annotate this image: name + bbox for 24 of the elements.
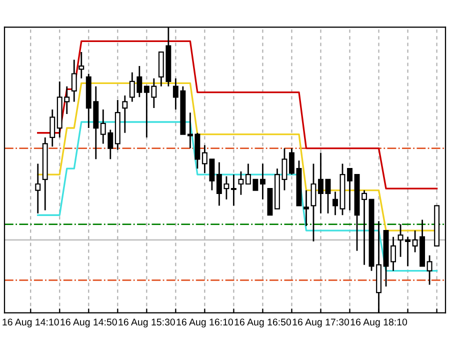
candlestick: [289, 148, 294, 176]
candlestick: [362, 190, 367, 266]
candlestick: [260, 163, 266, 200]
x-tick-label: 16 Aug 17:30: [292, 318, 350, 328]
x-tick-label: 16 Aug 16:50: [234, 318, 291, 328]
candlestick: [78, 51, 84, 80]
candlestick: [310, 163, 316, 242]
x-tick-label: 16 Aug 18:10: [350, 318, 408, 328]
candlestick: [426, 254, 432, 286]
candlestick: [35, 163, 41, 214]
candlestick: [304, 190, 309, 227]
x-tick-label: 16 Aug 14:50: [60, 318, 117, 328]
x-tick-label: 16 Aug 15:30: [118, 318, 175, 328]
candlestick: [230, 174, 236, 206]
candlestick: [318, 152, 324, 214]
candlestick: [71, 59, 77, 102]
candlestick: [122, 94, 128, 134]
x-tick-label: 16 Aug 14:10: [2, 318, 59, 328]
candlestick: [325, 178, 331, 214]
candlestick: [50, 108, 56, 148]
candlestick: [332, 191, 338, 216]
x-tick-label: 16 Aug 16:10: [176, 318, 233, 328]
candlestick: [238, 170, 244, 196]
candlestick: [347, 168, 352, 211]
